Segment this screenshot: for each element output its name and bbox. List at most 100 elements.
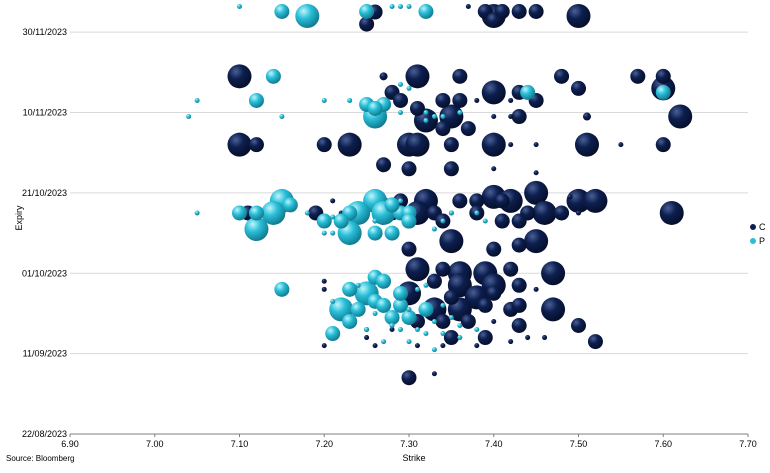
bubble-p — [423, 118, 429, 124]
bubble-c — [443, 289, 459, 305]
bubble-c — [655, 68, 671, 84]
bubble-p — [274, 4, 290, 19]
bubble-c — [248, 137, 264, 153]
bubble-c — [542, 335, 548, 341]
bubble-p — [372, 218, 378, 224]
bubble-p — [393, 297, 409, 313]
bubble-c — [477, 297, 493, 313]
bubble-p — [248, 92, 264, 108]
bubble-p — [431, 347, 437, 353]
y-tick-label: 10/11/2023 — [23, 108, 67, 118]
bubble-c — [533, 142, 539, 148]
bubble-p — [448, 210, 454, 216]
bubble-c — [618, 142, 624, 148]
bubble-p — [194, 97, 200, 103]
bubble-p — [350, 301, 366, 317]
bubble-c — [511, 237, 527, 253]
bubble-p — [406, 339, 412, 345]
bubble-c — [439, 229, 464, 254]
bubble-p — [232, 205, 247, 221]
bubble-c — [452, 92, 468, 108]
bubble-p — [457, 110, 463, 116]
bubble-c — [566, 4, 591, 28]
bubble-c — [414, 343, 420, 349]
bubble-p — [381, 339, 387, 345]
bubble-c — [554, 205, 570, 221]
bubble-c — [491, 166, 497, 172]
axes — [69, 433, 749, 437]
y-tick-labels: 22/08/2023 11/09/2023 01/10/2023 21/10/2023… — [22, 27, 67, 439]
bubble-c — [541, 261, 566, 286]
bubble-p — [423, 282, 429, 288]
bubble-c — [443, 330, 459, 346]
bubble-p — [376, 273, 392, 289]
bubble-c — [321, 278, 327, 284]
bubble-p — [440, 331, 446, 337]
bubble-p — [384, 309, 400, 325]
bubble-c — [227, 64, 252, 89]
bubble-p — [244, 217, 269, 242]
bubble-c — [525, 335, 531, 341]
bubble-p — [186, 114, 192, 120]
gridlines — [70, 31, 748, 355]
bubble-p — [384, 225, 400, 241]
bubble-p — [418, 4, 434, 19]
bubble-c — [511, 317, 527, 333]
y-axis-title: Expiry — [14, 205, 24, 231]
bubble-c — [364, 335, 370, 341]
bubble-p — [376, 297, 392, 313]
bubble-p — [431, 114, 437, 120]
bubble-c — [443, 137, 459, 153]
bubble-c — [503, 261, 519, 277]
bubble-c — [435, 121, 451, 137]
bubble-c — [508, 114, 514, 120]
bubble-c — [533, 170, 539, 176]
bubble-p — [316, 213, 332, 229]
bubble-p — [389, 4, 395, 9]
bubble-p — [237, 4, 242, 9]
bubble-c — [435, 313, 451, 329]
bubble-c — [330, 198, 336, 204]
bubble-c — [401, 370, 417, 386]
bubble-c — [668, 104, 693, 129]
bubble-c — [541, 297, 566, 322]
bubble-c — [481, 80, 506, 105]
bubble-p — [194, 210, 200, 216]
bubble-c — [337, 132, 362, 157]
bubble-c — [426, 273, 442, 289]
x-tick-label: 7.50 — [570, 439, 588, 449]
bubble-p — [440, 114, 446, 120]
bubble-p — [520, 84, 536, 100]
bubble-p — [304, 210, 310, 216]
bubble-p — [398, 198, 404, 204]
bubble-p — [274, 281, 290, 297]
bubble-p — [372, 310, 378, 316]
bubble-c — [659, 200, 684, 225]
x-tick-label: 6.90 — [61, 439, 79, 449]
bubble-p — [398, 81, 404, 87]
bubble-c — [508, 142, 514, 148]
bubble-c — [452, 68, 468, 84]
bubble-c — [571, 80, 586, 96]
bubble-c — [435, 261, 451, 277]
bubble-p — [321, 230, 327, 236]
bubble-p — [431, 318, 437, 324]
bubbles — [186, 4, 693, 386]
bubble-c — [227, 132, 252, 157]
bubble-p — [330, 214, 336, 220]
x-tick-label: 7.30 — [400, 439, 418, 449]
bubble-p — [279, 114, 285, 120]
bubble-p — [330, 298, 336, 304]
bubble-c — [443, 161, 459, 177]
x-tick-label: 7.70 — [739, 439, 757, 449]
bubble-p — [342, 281, 358, 297]
bubble-c — [566, 188, 591, 213]
bubble-c — [587, 334, 603, 350]
bubble-p — [406, 306, 412, 312]
bubble-p — [423, 110, 429, 116]
y-tick-label: 21/10/2023 — [22, 188, 67, 198]
bubble-p — [457, 335, 463, 341]
bubble-c — [477, 330, 493, 346]
bubble-c — [474, 97, 480, 103]
bubble-p — [321, 97, 327, 103]
